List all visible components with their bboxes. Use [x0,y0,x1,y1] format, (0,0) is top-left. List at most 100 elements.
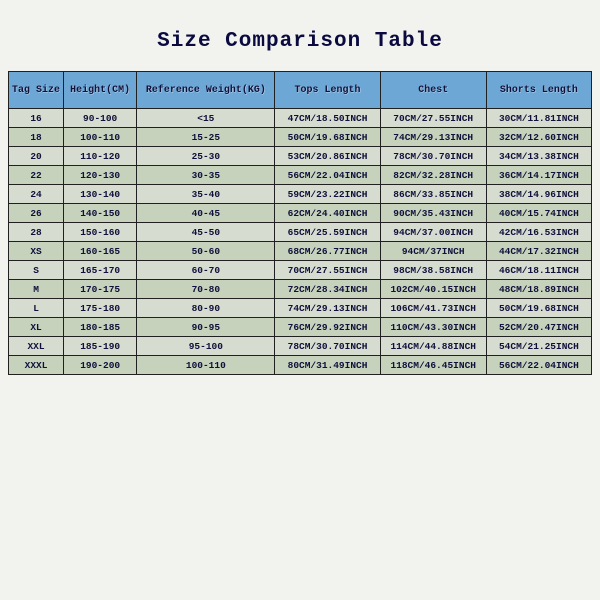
table-cell: 78CM/30.70INCH [380,147,486,166]
table-cell: 50CM/19.68INCH [486,299,591,318]
table-cell: 130-140 [64,185,137,204]
col-header-shorts-length: Shorts Length [486,72,591,109]
table-row: XXXL190-200100-11080CM/31.49INCH118CM/46… [9,356,592,375]
table-cell: 74CM/29.13INCH [380,128,486,147]
table-cell: 140-150 [64,204,137,223]
table-cell: 59CM/23.22INCH [275,185,380,204]
table-cell: 42CM/16.53INCH [486,223,591,242]
table-cell: 32CM/12.60INCH [486,128,591,147]
table-body: 1690-100<1547CM/18.50INCH70CM/27.55INCH3… [9,109,592,375]
table-cell: 100-110 [137,356,275,375]
table-cell: 15-25 [137,128,275,147]
table-cell: 40-45 [137,204,275,223]
table-cell: XXL [9,337,64,356]
table-cell: S [9,261,64,280]
table-row: 20110-12025-3053CM/20.86INCH78CM/30.70IN… [9,147,592,166]
table-row: XS160-16550-6068CM/26.77INCH94CM/37INCH4… [9,242,592,261]
col-header-tops-length: Tops Length [275,72,380,109]
table-row: 26140-15040-4562CM/24.40INCH90CM/35.43IN… [9,204,592,223]
table-row: XL180-18590-9576CM/29.92INCH110CM/43.30I… [9,318,592,337]
table-row: 18100-11015-2550CM/19.68INCH74CM/29.13IN… [9,128,592,147]
table-cell: 30-35 [137,166,275,185]
table-cell: 185-190 [64,337,137,356]
table-cell: 70CM/27.55INCH [380,109,486,128]
table-cell: 82CM/32.28INCH [380,166,486,185]
table-cell: 100-110 [64,128,137,147]
table-row: S165-17060-7070CM/27.55INCH98CM/38.58INC… [9,261,592,280]
table-row: 28150-16045-5065CM/25.59INCH94CM/37.00IN… [9,223,592,242]
table-cell: 180-185 [64,318,137,337]
table-row: M170-17570-8072CM/28.34INCH102CM/40.15IN… [9,280,592,299]
table-cell: 78CM/30.70INCH [275,337,380,356]
table-cell: 102CM/40.15INCH [380,280,486,299]
table-cell: 190-200 [64,356,137,375]
table-cell: 60-70 [137,261,275,280]
table-cell: 34CM/13.38INCH [486,147,591,166]
table-cell: 72CM/28.34INCH [275,280,380,299]
table-cell: 50-60 [137,242,275,261]
table-cell: 50CM/19.68INCH [275,128,380,147]
table-cell: 95-100 [137,337,275,356]
table-cell: 40CM/15.74INCH [486,204,591,223]
table-cell: <15 [137,109,275,128]
table-cell: M [9,280,64,299]
table-cell: 76CM/29.92INCH [275,318,380,337]
col-header-ref-weight: Reference Weight(KG) [137,72,275,109]
table-cell: 118CM/46.45INCH [380,356,486,375]
table-cell: 65CM/25.59INCH [275,223,380,242]
table-cell: 106CM/41.73INCH [380,299,486,318]
table-cell: 46CM/18.11INCH [486,261,591,280]
table-cell: 70-80 [137,280,275,299]
table-header-row: Tag Size Height(CM) Reference Weight(KG)… [9,72,592,109]
table-cell: 94CM/37.00INCH [380,223,486,242]
table-cell: 80-90 [137,299,275,318]
table-cell: 18 [9,128,64,147]
table-cell: 20 [9,147,64,166]
table-cell: 28 [9,223,64,242]
table-cell: 170-175 [64,280,137,299]
table-cell: 24 [9,185,64,204]
table-cell: 52CM/20.47INCH [486,318,591,337]
table-cell: 22 [9,166,64,185]
table-cell: 35-40 [137,185,275,204]
table-cell: 120-130 [64,166,137,185]
table-row: 22120-13030-3556CM/22.04INCH82CM/32.28IN… [9,166,592,185]
table-row: L175-18080-9074CM/29.13INCH106CM/41.73IN… [9,299,592,318]
table-cell: 25-30 [137,147,275,166]
table-cell: 30CM/11.81INCH [486,109,591,128]
table-cell: 160-165 [64,242,137,261]
table-cell: 94CM/37INCH [380,242,486,261]
table-cell: 86CM/33.85INCH [380,185,486,204]
page-container: Size Comparison Table Tag Size Height(CM… [0,0,600,600]
table-cell: 68CM/26.77INCH [275,242,380,261]
table-cell: 62CM/24.40INCH [275,204,380,223]
table-cell: 56CM/22.04INCH [275,166,380,185]
table-cell: 44CM/17.32INCH [486,242,591,261]
page-title: Size Comparison Table [8,30,592,53]
table-cell: 110-120 [64,147,137,166]
table-cell: 54CM/21.25INCH [486,337,591,356]
table-cell: XL [9,318,64,337]
table-cell: 38CM/14.96INCH [486,185,591,204]
table-cell: 80CM/31.49INCH [275,356,380,375]
table-cell: 70CM/27.55INCH [275,261,380,280]
table-cell: XS [9,242,64,261]
table-cell: 36CM/14.17INCH [486,166,591,185]
table-cell: 150-160 [64,223,137,242]
table-cell: 90CM/35.43INCH [380,204,486,223]
table-cell: 45-50 [137,223,275,242]
table-cell: 175-180 [64,299,137,318]
table-row: 1690-100<1547CM/18.50INCH70CM/27.55INCH3… [9,109,592,128]
table-cell: 90-95 [137,318,275,337]
table-cell: 114CM/44.88INCH [380,337,486,356]
table-cell: 26 [9,204,64,223]
table-cell: 48CM/18.89INCH [486,280,591,299]
col-header-tag-size: Tag Size [9,72,64,109]
table-cell: 165-170 [64,261,137,280]
table-cell: XXXL [9,356,64,375]
table-cell: 56CM/22.04INCH [486,356,591,375]
table-cell: 110CM/43.30INCH [380,318,486,337]
table-cell: 74CM/29.13INCH [275,299,380,318]
col-header-chest: Chest [380,72,486,109]
table-cell: 47CM/18.50INCH [275,109,380,128]
